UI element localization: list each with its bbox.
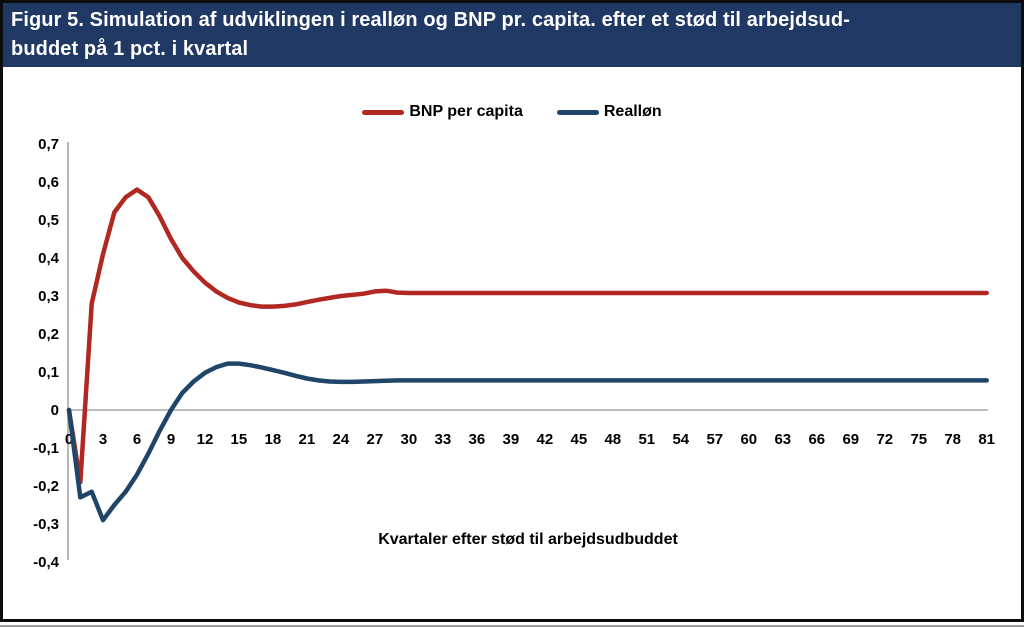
legend-line-swatch-realloen (556, 109, 599, 115)
svg-text:0,1: 0,1 (38, 364, 59, 381)
svg-text:0,4: 0,4 (38, 250, 60, 267)
svg-text:45: 45 (571, 431, 588, 448)
svg-text:-0,3: -0,3 (33, 516, 59, 533)
svg-text:60: 60 (740, 431, 757, 448)
svg-text:51: 51 (638, 431, 655, 448)
svg-text:42: 42 (537, 431, 554, 448)
svg-text:66: 66 (808, 431, 825, 448)
svg-text:0: 0 (51, 402, 59, 419)
svg-text:30: 30 (401, 431, 418, 448)
figure-title-line2: buddet på 1 pct. i kvartal (11, 38, 249, 60)
page-bottom-edge (0, 625, 1024, 627)
svg-text:21: 21 (299, 431, 316, 448)
svg-text:15: 15 (231, 431, 248, 448)
svg-text:63: 63 (774, 431, 791, 448)
svg-text:6: 6 (133, 431, 141, 448)
svg-text:-0,2: -0,2 (33, 478, 59, 495)
svg-text:39: 39 (503, 431, 520, 448)
svg-text:69: 69 (842, 431, 859, 448)
figure-title-line1: Figur 5. Simulation af udviklingen i rea… (11, 9, 850, 31)
svg-text:3: 3 (99, 431, 107, 448)
svg-text:27: 27 (367, 431, 384, 448)
svg-text:0,2: 0,2 (38, 326, 59, 343)
svg-text:81: 81 (978, 431, 995, 448)
svg-text:0,7: 0,7 (38, 136, 59, 153)
svg-text:0: 0 (65, 431, 73, 448)
svg-text:48: 48 (604, 431, 621, 448)
svg-text:24: 24 (333, 431, 350, 448)
legend-item-realloen: Realløn (556, 103, 662, 121)
svg-text:0,6: 0,6 (38, 174, 59, 191)
svg-text:0,5: 0,5 (38, 212, 59, 229)
svg-text:57: 57 (706, 431, 723, 448)
svg-text:-0,1: -0,1 (33, 440, 59, 457)
legend-label-bnp: BNP per capita (409, 103, 523, 120)
line-chart: 0,7 0,6 0,5 0,4 0,3 0,2 0,1 0 -0,1 -0,2 -0,3 -0,4 0 3… (33, 136, 995, 571)
svg-text:36: 36 (469, 431, 486, 448)
svg-text:54: 54 (672, 431, 689, 448)
legend-item-bnp-per-capita: BNP per capita (362, 103, 523, 121)
legend-line-swatch-bnp (362, 109, 405, 115)
chart-area: 0,7 0,6 0,5 0,4 0,3 0,2 0,1 0 -0,1 -0,2 -0,3 -0,4 0 3… (3, 67, 1021, 619)
svg-text:78: 78 (944, 431, 961, 448)
svg-text:9: 9 (167, 431, 175, 448)
svg-text:33: 33 (435, 431, 452, 448)
svg-text:18: 18 (265, 431, 282, 448)
chart-legend: BNP per capita Realløn (3, 103, 1021, 121)
svg-text:72: 72 (876, 431, 893, 448)
svg-text:75: 75 (910, 431, 927, 448)
legend-label-realloen: Realløn (603, 103, 662, 120)
figure-title-bar: Figur 5. Simulation af udviklingen i rea… (3, 3, 1021, 67)
svg-text:0,3: 0,3 (38, 288, 59, 305)
svg-text:-0,4: -0,4 (33, 554, 60, 571)
x-axis-title: Kvartaler efter stød til arbejdsudbuddet (378, 531, 678, 548)
svg-text:12: 12 (197, 431, 214, 448)
